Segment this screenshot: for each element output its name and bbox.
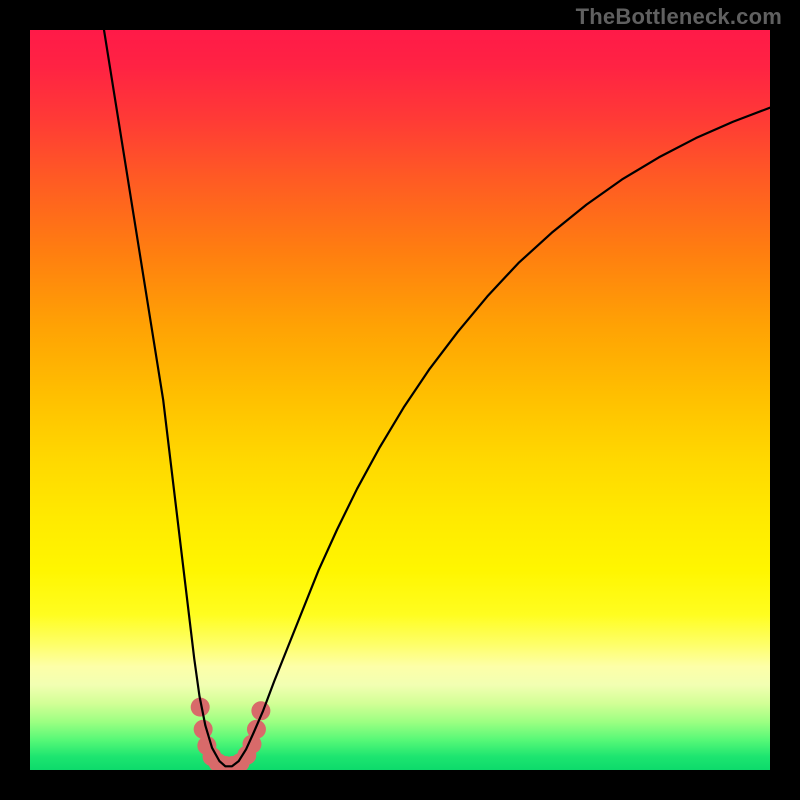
valley-marker: [194, 720, 213, 739]
valley-marker: [247, 720, 266, 739]
watermark-text: TheBottleneck.com: [576, 4, 782, 30]
gradient-background: [30, 30, 770, 770]
chart-frame: TheBottleneck.com: [0, 0, 800, 800]
plot-area: [30, 30, 770, 770]
chart-svg: [30, 30, 770, 770]
